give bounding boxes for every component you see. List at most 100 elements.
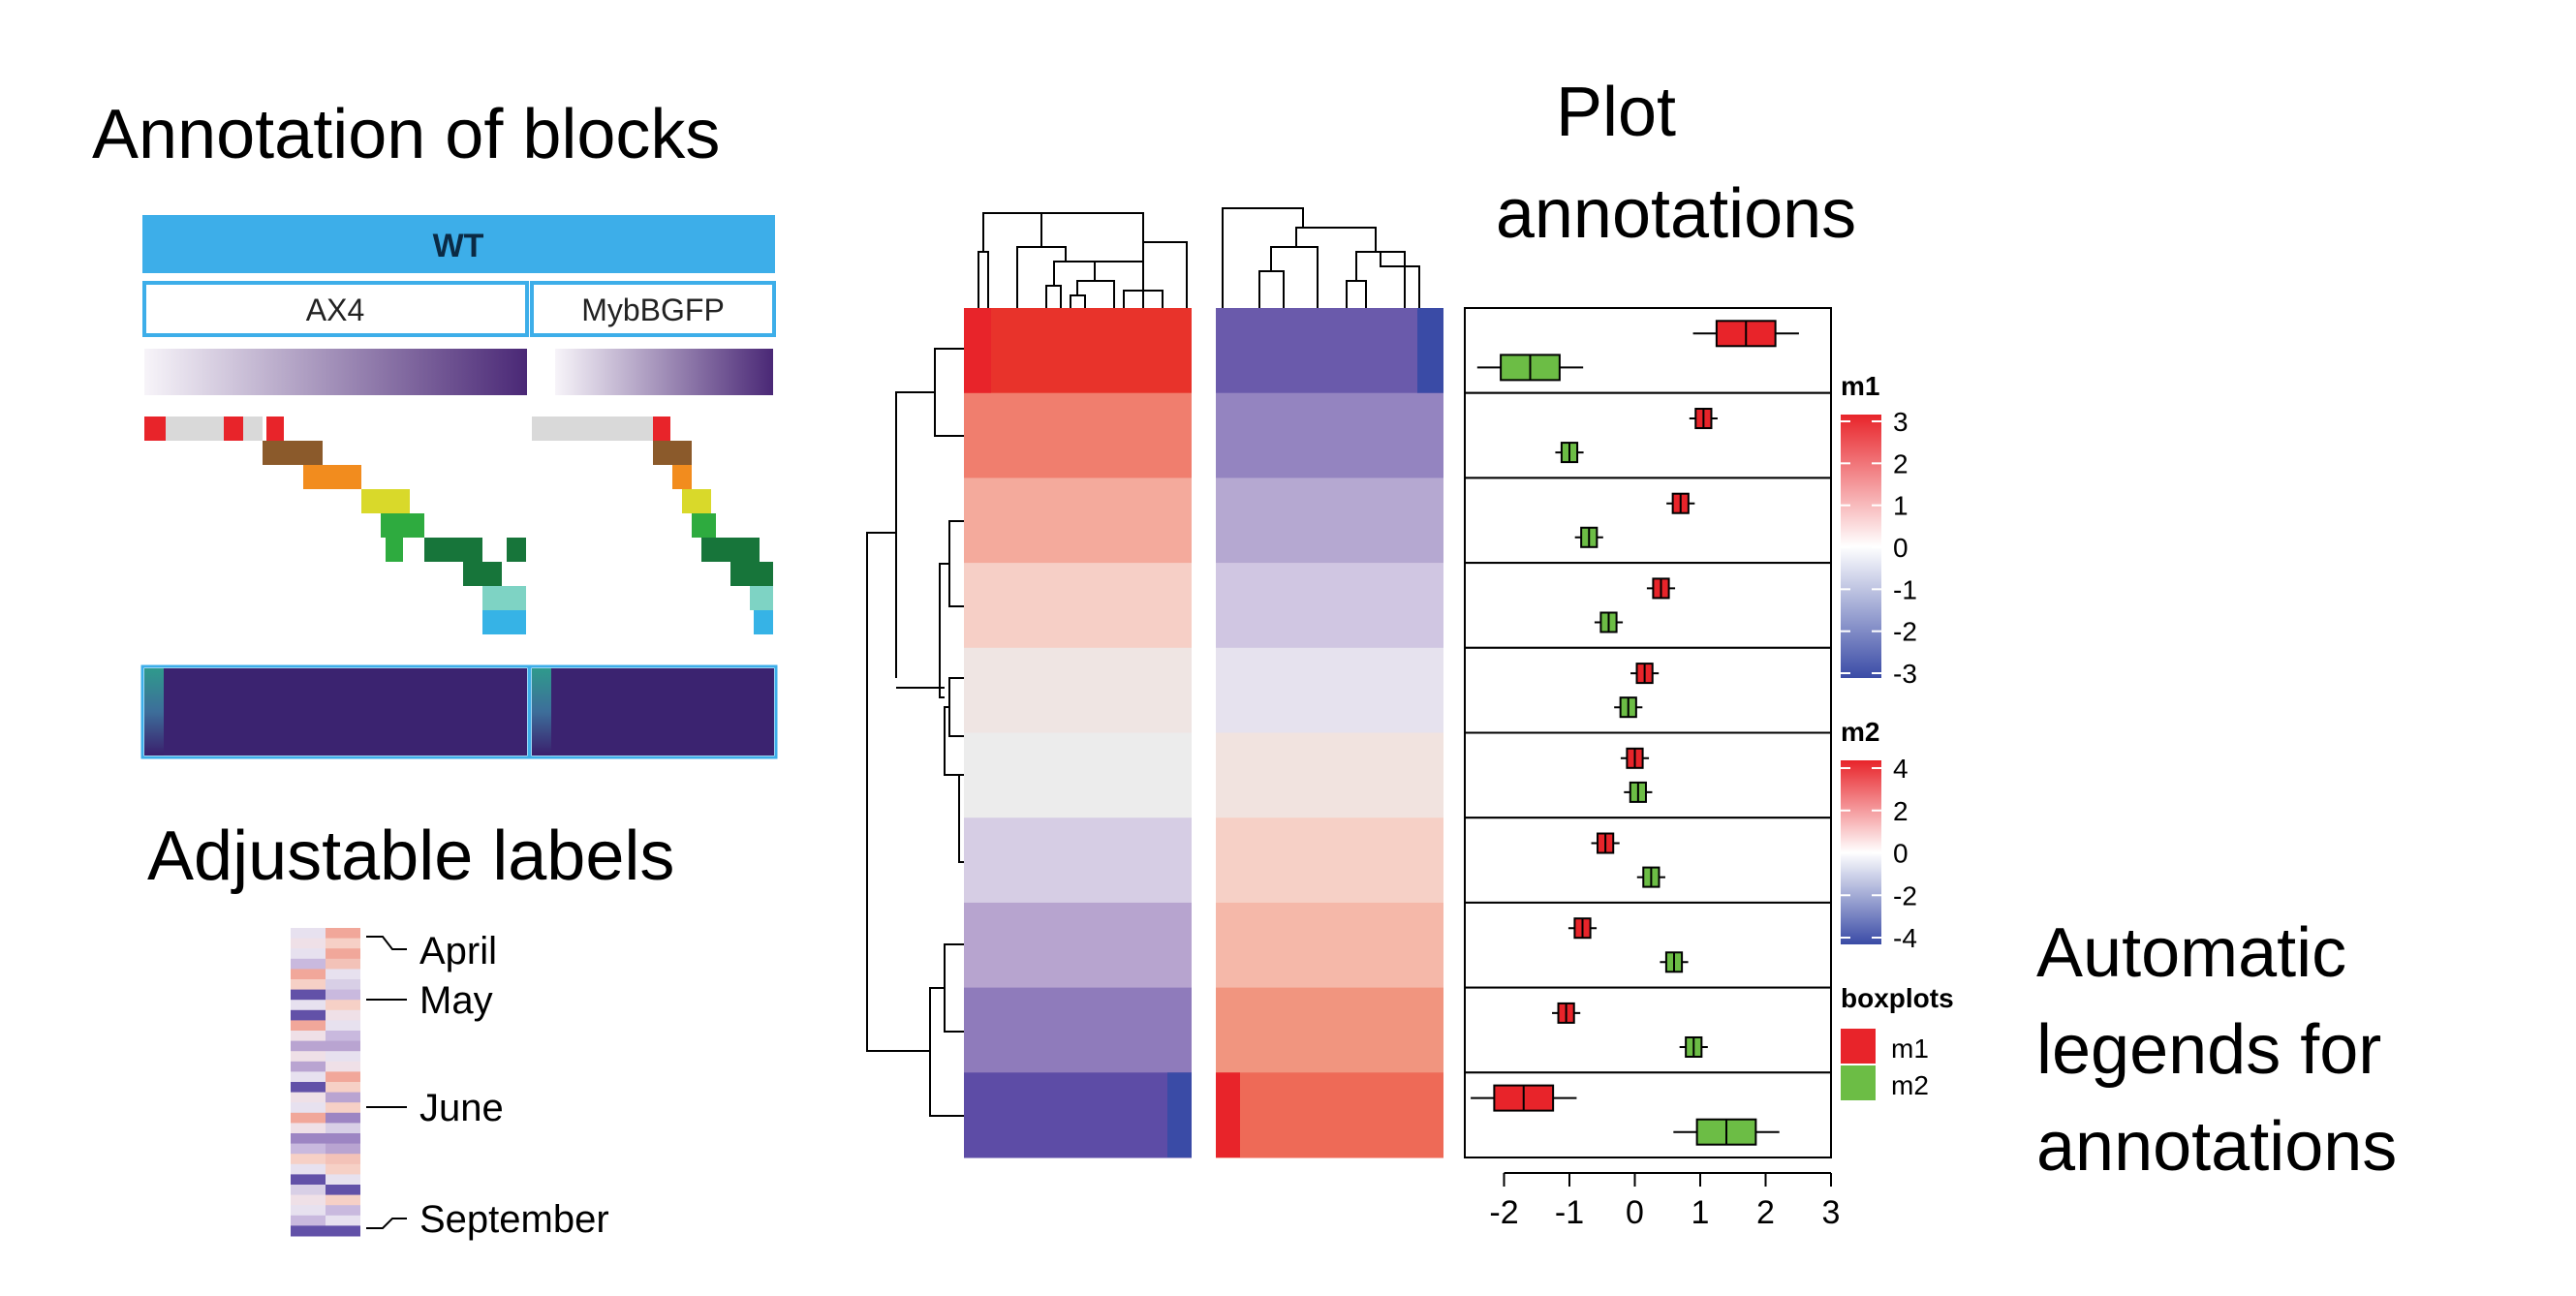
legend-tick-label: 4 [1893, 754, 1909, 784]
labels-heatmap-cell [291, 948, 326, 960]
labels-heatmap-cell [326, 1082, 360, 1094]
labels-heatmap-cell [291, 1020, 326, 1032]
labels-heatmap-cell [326, 958, 360, 970]
heatmap-right-row [1216, 647, 1443, 733]
heatmap-left-row [964, 818, 1192, 904]
legend-m2: m2 4 2 0 -2 -4 [1841, 717, 1917, 953]
viridis-border-mybbgfp [528, 664, 778, 759]
legend-tick-label: 2 [1893, 448, 1909, 478]
labels-heatmap-cell [326, 1020, 360, 1032]
labels-heatmap-cell [291, 958, 326, 970]
boxplot-axis-tick-label: 0 [1626, 1194, 1644, 1231]
staircase-cell [701, 538, 760, 562]
legend-tick-label: 3 [1893, 407, 1909, 437]
viridis-heatmap-mybbgfp [532, 668, 774, 756]
legend-m1-title: m1 [1841, 371, 1879, 401]
legend-tick-label: -4 [1893, 923, 1917, 953]
staircase-cell [682, 489, 711, 513]
column-dendrogram-left [978, 212, 1188, 308]
boxplot-axis-tick-label: -2 [1489, 1194, 1518, 1231]
heatmap-right-accent-bottom [1216, 1072, 1240, 1157]
labels-heatmap-cell [326, 1000, 360, 1011]
legend-tick-label: -2 [1893, 880, 1917, 910]
labels-heatmap-cell [291, 1051, 326, 1063]
boxplot-row-frame [1464, 817, 1832, 904]
labels-heatmap-cell [326, 1061, 360, 1072]
labels-heatmap-cell [326, 1225, 360, 1237]
boxplot-row-frame [1464, 646, 1832, 734]
labels-heatmap-cell [326, 1123, 360, 1134]
boxplot-panel: -2 -1 0 1 2 3 [1464, 307, 1840, 1231]
heatmap-right-row [1216, 902, 1443, 989]
title-annotation-of-blocks: Annotation of blocks [92, 96, 720, 173]
staircase-cell [507, 538, 526, 562]
legend-boxplots-m1-label: m1 [1891, 1034, 1929, 1064]
labels-heatmap-cell [326, 1112, 360, 1124]
group-mybbgfp-box [530, 281, 776, 337]
labels-heatmap-cell [291, 1092, 326, 1103]
label-april: April [419, 930, 497, 972]
staircase-cell [692, 513, 716, 538]
staircase-cell [653, 417, 670, 441]
staircase-cell [532, 417, 653, 441]
heatmap-right-accent-top [1417, 308, 1443, 393]
labels-heatmap-cell [291, 1143, 326, 1155]
labels-heatmap-cell [291, 1194, 326, 1206]
label-connector-april [366, 936, 407, 950]
heatmap-left-row [964, 647, 1192, 733]
legend-boxplots-m2-label: m2 [1891, 1070, 1929, 1100]
labels-heatmap-cell [291, 989, 326, 1001]
labels-heatmap-cell [326, 1143, 360, 1155]
heatmap-left-accent-top [964, 308, 991, 393]
heatmap-right-row [1216, 818, 1443, 904]
staircase-cell [463, 562, 502, 586]
title-plot-annotations-line1: Plot [1556, 74, 1676, 151]
boxplot-row-frame [1464, 391, 1832, 479]
staircase-cell [750, 586, 773, 610]
title-plot-annotations-line2: annotations [1496, 175, 1856, 253]
labels-heatmap-cell [326, 1215, 360, 1226]
heatmap-left-block [964, 308, 1192, 1158]
labels-heatmap-cell [326, 1154, 360, 1165]
heatmap-left-row [964, 902, 1192, 989]
labels-heatmap-cell [291, 1102, 326, 1114]
legend-tick-label: -1 [1893, 574, 1917, 604]
wt-header-bar [142, 215, 775, 273]
labels-heatmap-cell [326, 1092, 360, 1103]
boxplot-outer-frame [1464, 307, 1832, 1158]
heatmap-left-accent-bottom [1167, 1072, 1192, 1157]
labels-heatmap-cell [326, 989, 360, 1001]
labels-heatmap-cell [326, 938, 360, 949]
labels-heatmap-cell [291, 1071, 326, 1083]
boxplot-row-frame [1464, 562, 1832, 649]
boxplot-x-axis: -2 -1 0 1 2 3 [1489, 1172, 1840, 1231]
heatmap-right-row [1216, 1072, 1443, 1158]
labels-heatmap-cell [291, 1031, 326, 1042]
staircase-cell [243, 417, 263, 441]
label-june: June [419, 1087, 504, 1129]
label-september: September [419, 1198, 609, 1241]
labels-heatmap-cell [291, 1163, 326, 1175]
legend-m2-title: m2 [1841, 717, 1879, 747]
staircase-cell [672, 465, 692, 489]
labels-heatmap-cell [291, 1154, 326, 1165]
labels-panel: April May June September [291, 928, 609, 1241]
staircase-cell [653, 441, 692, 465]
title-adjustable-labels: Adjustable labels [147, 818, 674, 895]
heatmap-right-row [1216, 392, 1443, 478]
heatmap-left-row [964, 478, 1192, 564]
labels-heatmap-cell [291, 1000, 326, 1011]
labels-heatmap-cell [326, 1102, 360, 1114]
staircase-cell [263, 441, 284, 465]
labels-heatmap-cell [291, 1009, 326, 1021]
labels-heatmap-cell [326, 1009, 360, 1021]
staircase-cell [144, 417, 166, 441]
gradient-annotation-ax4 [144, 349, 527, 395]
legend-m1-ticks: 3 2 1 0 -1 -2 -3 [1841, 407, 1917, 689]
labels-heatmap-cell [326, 1040, 360, 1052]
staircase-cell [266, 417, 284, 441]
labels-heatmap-cell [326, 1185, 360, 1196]
row-dendrogram [866, 348, 964, 1117]
staircase-cell [424, 538, 482, 562]
